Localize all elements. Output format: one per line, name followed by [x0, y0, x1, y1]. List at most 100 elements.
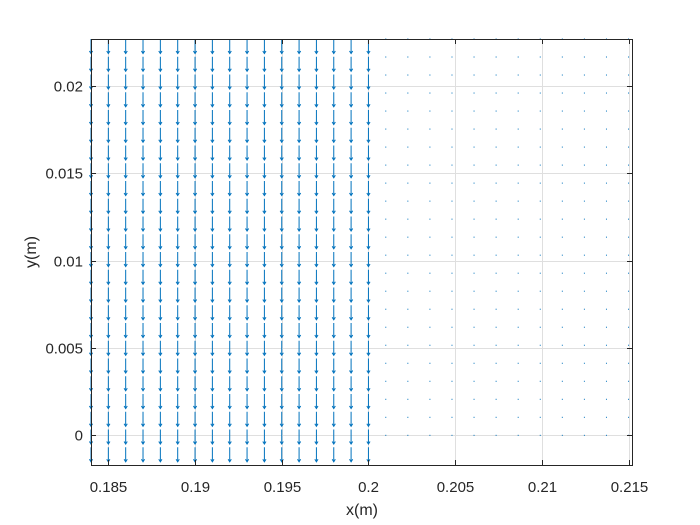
- field-dot: [407, 254, 409, 256]
- field-dot: [385, 56, 387, 58]
- field-arrow: [227, 394, 232, 410]
- field-dot: [385, 146, 387, 148]
- field-arrow: [158, 39, 163, 55]
- field-dot: [407, 344, 409, 346]
- field-arrow: [227, 198, 232, 215]
- field-arrow: [366, 56, 371, 73]
- field-dot: [495, 326, 497, 328]
- field-arrow: [279, 145, 284, 162]
- field-arrow: [140, 110, 146, 126]
- field-arrow: [175, 39, 180, 55]
- field-dot: [605, 218, 607, 220]
- field-dot: [539, 74, 541, 76]
- x-tick-label: 0.21: [528, 479, 557, 496]
- field-arrow: [227, 145, 232, 162]
- field-dot: [605, 164, 607, 166]
- field-arrow: [245, 252, 250, 268]
- field-arrow: [297, 376, 302, 392]
- field-arrow: [349, 269, 354, 286]
- field-arrow: [106, 127, 111, 144]
- field-arrow: [158, 198, 163, 215]
- field-dot: [539, 92, 541, 94]
- field-arrow: [262, 358, 267, 375]
- field-arrow: [366, 110, 371, 126]
- field-dot: [583, 200, 585, 202]
- field-arrow: [140, 305, 146, 321]
- field-arrow: [349, 394, 354, 410]
- field-arrow: [297, 323, 302, 339]
- field-dot: [628, 416, 630, 418]
- field-arrow: [366, 340, 371, 357]
- field-dot: [561, 290, 563, 292]
- x-tick-label: 0.205: [437, 479, 475, 496]
- field-arrow: [279, 92, 284, 108]
- field-arrow: [262, 198, 267, 215]
- field-dot: [628, 398, 630, 400]
- field-arrow: [314, 394, 319, 410]
- field-arrow: [140, 429, 146, 446]
- field-dot: [429, 164, 431, 166]
- field-arrow: [262, 394, 267, 410]
- field-dot: [495, 56, 497, 58]
- field-arrow: [314, 92, 319, 108]
- field-arrow: [314, 429, 319, 446]
- field-arrow: [279, 110, 284, 126]
- field-arrow: [262, 269, 267, 286]
- field-arrow: [193, 56, 198, 73]
- field-dot: [451, 416, 453, 418]
- field-arrow: [331, 145, 336, 162]
- field-dot: [451, 110, 453, 112]
- field-dot: [429, 308, 431, 310]
- field-arrow: [297, 39, 302, 55]
- field-arrow: [366, 429, 371, 446]
- field-dot: [407, 236, 409, 238]
- field-arrow: [106, 92, 111, 108]
- field-dot: [451, 182, 453, 184]
- field-dot: [429, 74, 431, 76]
- field-arrow: [123, 340, 128, 357]
- field-arrow: [331, 252, 336, 268]
- field-arrow: [331, 340, 336, 357]
- field-arrow: [210, 376, 215, 392]
- field-arrow: [140, 92, 146, 108]
- field-arrow: [297, 305, 302, 321]
- field-arrow: [123, 56, 128, 73]
- field-dot: [451, 308, 453, 310]
- field-arrow: [349, 110, 354, 126]
- field-arrow: [210, 56, 215, 73]
- field-arrow: [366, 163, 371, 179]
- field-dot: [517, 56, 519, 58]
- field-dot: [539, 326, 541, 328]
- field-arrow: [158, 305, 163, 321]
- field-dot: [628, 344, 630, 346]
- field-dot: [451, 200, 453, 202]
- x-tick-label: 0.2: [358, 479, 379, 496]
- field-arrow: [175, 127, 180, 144]
- field-dot: [605, 128, 607, 130]
- field-arrow: [297, 163, 302, 179]
- field-arrow: [123, 447, 128, 463]
- field-arrow: [262, 56, 267, 73]
- field-arrow: [279, 323, 284, 339]
- field-arrow: [210, 163, 215, 179]
- field-arrow: [210, 269, 215, 286]
- field-arrow: [193, 110, 198, 126]
- x-tick-label: 0.195: [264, 479, 302, 496]
- field-dot: [583, 254, 585, 256]
- field-arrow: [366, 216, 371, 233]
- field-arrow: [175, 411, 180, 428]
- field-arrow: [123, 92, 128, 108]
- field-dot: [429, 218, 431, 220]
- field-dot: [385, 308, 387, 310]
- field-arrow: [123, 127, 128, 144]
- field-arrow: [106, 287, 111, 304]
- field-dot: [407, 182, 409, 184]
- field-arrow: [158, 358, 163, 375]
- field-dot: [583, 74, 585, 76]
- field-arrow: [314, 323, 319, 339]
- field-dot: [451, 146, 453, 148]
- field-arrow: [227, 340, 232, 357]
- field-arrow: [123, 234, 128, 250]
- field-arrow: [106, 358, 111, 375]
- field-dot: [605, 56, 607, 58]
